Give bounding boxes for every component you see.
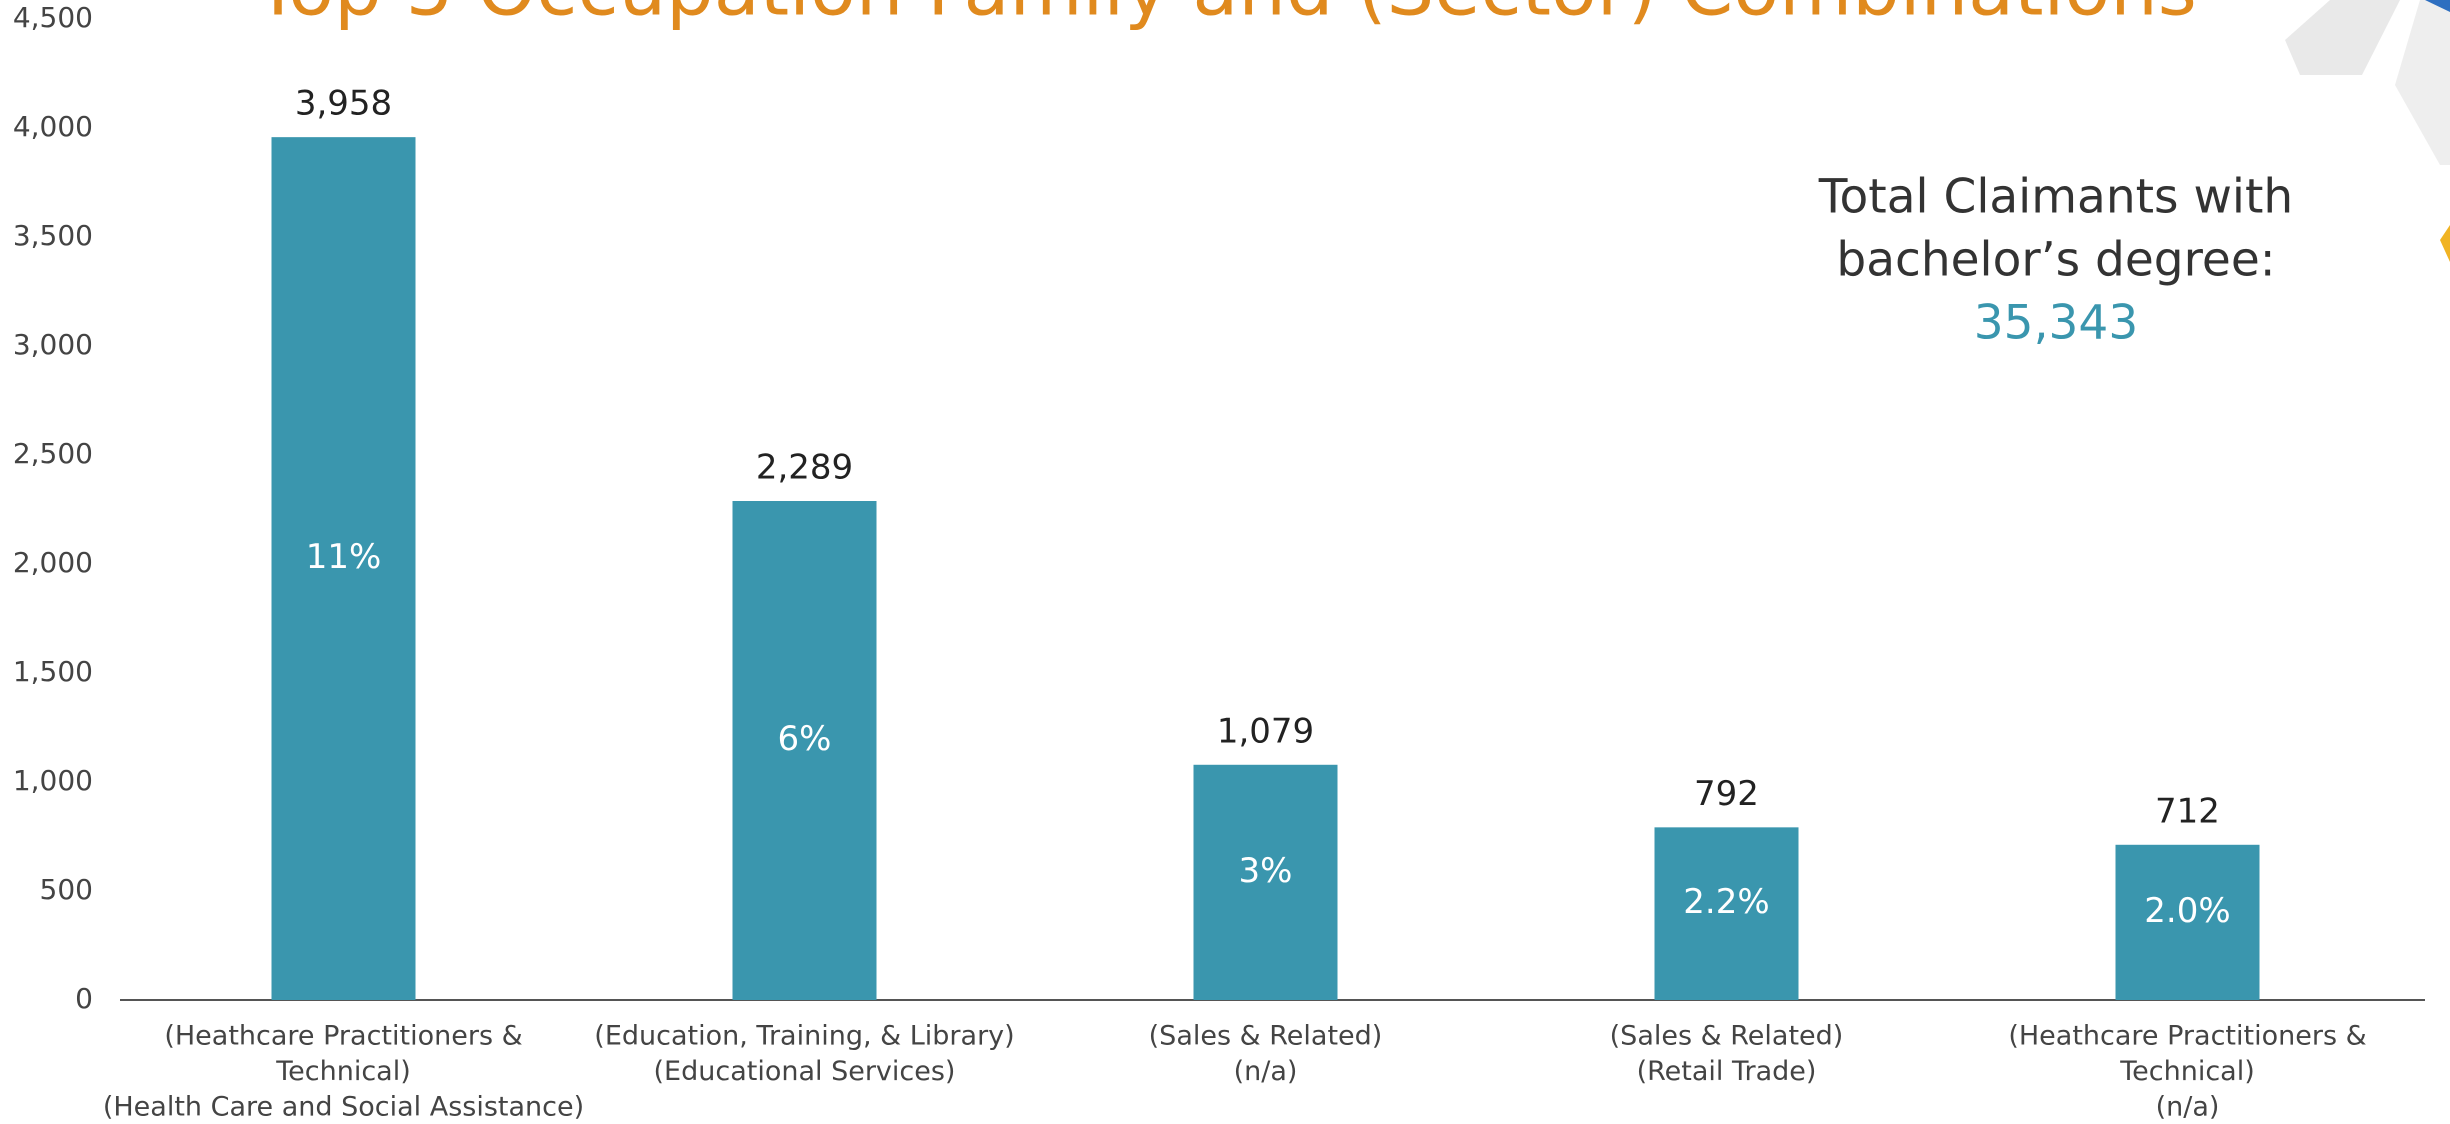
x-tick-label: Technical) <box>275 1056 411 1087</box>
hexagon <box>2395 0 2450 165</box>
y-tick-label: 500 <box>40 873 93 906</box>
hexagon <box>2425 0 2450 12</box>
share-label: 2.0% <box>2144 891 2230 931</box>
value-label: 712 <box>2155 791 2220 831</box>
annotation-total: 35,343 <box>1974 296 2138 351</box>
share-label: 11% <box>306 537 382 577</box>
bar <box>1193 764 1338 1000</box>
y-tick-label: 1,500 <box>13 655 93 688</box>
hexagon <box>2285 0 2400 75</box>
y-tick-label: 3,500 <box>13 219 93 252</box>
x-tick-label: (Heathcare Practitioners & <box>2008 1021 2366 1052</box>
value-label: 792 <box>1694 774 1759 814</box>
x-tick-label: Technical) <box>2119 1056 2255 1087</box>
bar <box>271 137 416 1000</box>
y-tick-label: 1,000 <box>13 764 93 797</box>
x-tick-label: (Retail Trade) <box>1637 1056 1817 1087</box>
x-tick-label: (Education, Training, & Library) <box>594 1021 1014 1052</box>
x-tick-label: (n/a) <box>1234 1056 1298 1087</box>
share-label: 2.2% <box>1683 882 1769 922</box>
bar <box>1654 827 1799 1000</box>
y-tick-label: 0 <box>75 982 93 1015</box>
annotation: Total Claimants with <box>1818 170 2293 225</box>
y-tick-label: 2,500 <box>13 437 93 470</box>
y-tick-label: 2,000 <box>13 546 93 579</box>
share-label: 3% <box>1239 851 1293 891</box>
bar <box>2115 844 2260 1000</box>
x-tick-label: (Sales & Related) <box>1149 1021 1383 1052</box>
value-label: 3,958 <box>295 84 392 124</box>
hexagon <box>2440 225 2450 262</box>
share-label: 6% <box>778 719 832 759</box>
annotation: bachelor’s degree: <box>1836 233 2275 288</box>
x-tick-label: (Heathcare Practitioners & <box>164 1021 522 1052</box>
chart-title: Top 5 Occupation Family and (Sector) Com… <box>254 0 2197 33</box>
value-label: 1,079 <box>1217 711 1314 751</box>
y-tick-label: 3,000 <box>13 328 93 361</box>
y-tick-label: 4,000 <box>13 110 93 143</box>
x-tick-label: (Health Care and Social Assistance) <box>103 1092 584 1123</box>
x-tick-label: (n/a) <box>2156 1092 2220 1123</box>
x-tick-label: (Sales & Related) <box>1610 1021 1844 1052</box>
value-label: 2,289 <box>756 447 853 487</box>
y-tick-label: 4,500 <box>13 1 93 34</box>
decoration <box>2285 0 2450 262</box>
x-tick-label: (Educational Services) <box>654 1056 956 1087</box>
bar <box>732 500 877 1000</box>
